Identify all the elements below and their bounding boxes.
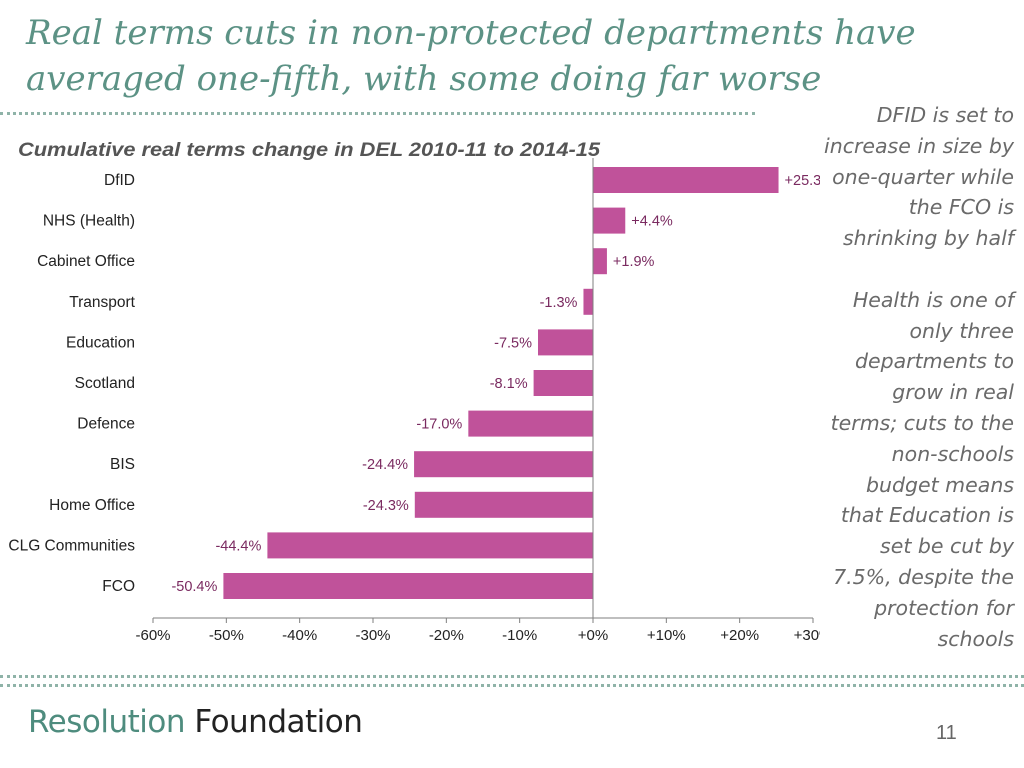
x-tick-label: -30%: [355, 627, 390, 644]
x-tick-label: -20%: [429, 627, 464, 644]
bar-3: [583, 288, 593, 315]
data-label: -44.4%: [215, 538, 261, 554]
x-tick-label: +20%: [720, 627, 759, 644]
bar-4: [538, 329, 593, 356]
side-note-health: Health is one of only three departments …: [830, 287, 1014, 651]
data-label: -50.4%: [171, 579, 217, 595]
side-note: DFID is set to increase in size by one-q…: [820, 100, 1014, 654]
data-label: +4.4%: [631, 214, 673, 230]
category-label: Home Office: [49, 497, 135, 514]
x-tick-label: -40%: [282, 627, 317, 644]
category-label: DfID: [104, 172, 135, 189]
chart-title: Cumulative real terms change in DEL 2010…: [18, 140, 600, 161]
bar-8: [414, 491, 593, 518]
title-divider: [0, 112, 755, 115]
bar-7: [414, 451, 593, 478]
bar-chart: Cumulative real terms change in DEL 2010…: [8, 140, 820, 644]
category-label: Scotland: [75, 375, 135, 392]
category-label: NHS (Health): [43, 213, 135, 230]
data-label: -24.4%: [362, 457, 408, 473]
bar-6: [468, 410, 593, 437]
data-label: -24.3%: [363, 498, 409, 514]
category-label: Defence: [77, 416, 135, 433]
bar-5: [533, 370, 593, 396]
footer-divider-top: [0, 675, 1024, 678]
category-label: CLG Communities: [8, 537, 135, 554]
data-label: -1.3%: [540, 295, 578, 311]
data-label: -7.5%: [494, 335, 532, 351]
slide-title: Real terms cuts in non-protected departm…: [26, 13, 916, 99]
category-label: BIS: [110, 456, 135, 473]
bar-2: [593, 248, 607, 275]
brand-name-part2: Foundation: [194, 704, 363, 740]
x-tick-label: +30%: [794, 627, 820, 644]
bar-9: [267, 532, 593, 559]
data-label: +25.3%: [785, 173, 820, 189]
data-label: -17.0%: [416, 417, 462, 433]
bar-1: [593, 207, 626, 234]
bar-10: [223, 573, 593, 599]
side-note-dfid: DFID is set to increase in size by one-q…: [824, 103, 1014, 251]
category-label: Education: [66, 334, 135, 351]
x-tick-label: -60%: [135, 627, 170, 644]
category-label: FCO: [102, 578, 135, 595]
x-tick-label: -10%: [502, 627, 537, 644]
x-tick-label: +0%: [578, 627, 608, 644]
bar-0: [593, 167, 779, 193]
page-number: 11: [936, 722, 957, 744]
data-label: +1.9%: [613, 254, 655, 270]
footer-divider-bottom: [0, 684, 1024, 687]
brand-name-part1: Resolution: [28, 704, 185, 740]
data-label: -8.1%: [490, 376, 528, 392]
x-tick-label: +10%: [647, 627, 686, 644]
x-tick-label: -50%: [209, 627, 244, 644]
brand-logo: Resolution Foundation: [28, 704, 363, 740]
category-label: Cabinet Office: [37, 253, 135, 270]
category-label: Transport: [69, 294, 135, 311]
